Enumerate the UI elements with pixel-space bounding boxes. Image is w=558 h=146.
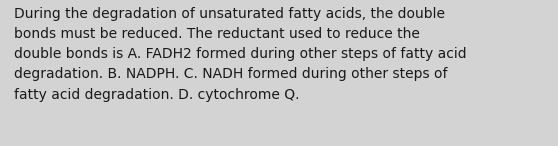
Text: During the degradation of unsaturated fatty acids, the double
bonds must be redu: During the degradation of unsaturated fa…	[14, 7, 466, 101]
